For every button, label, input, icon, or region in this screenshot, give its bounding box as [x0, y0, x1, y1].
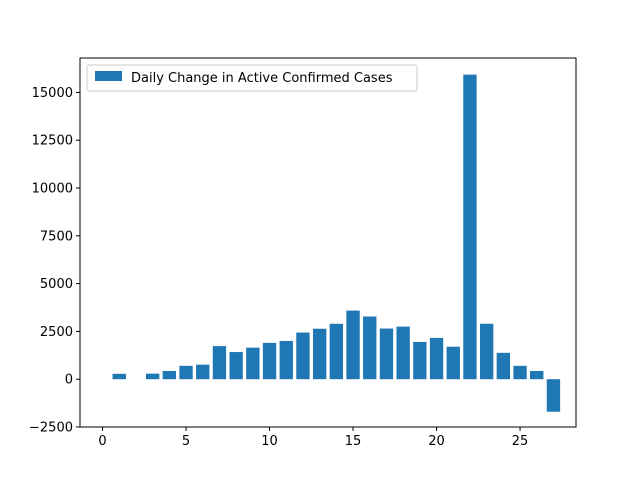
legend-box	[86, 64, 418, 92]
y-tick-label: 12500	[32, 134, 73, 149]
bar-x-8	[229, 352, 243, 380]
x-tick-label: 0	[98, 434, 106, 449]
bar-x-18	[396, 326, 410, 380]
y-tick-label: 2500	[40, 325, 73, 340]
y-axis: −2500 0 2500 5000 7500 10000 12500 15000	[29, 86, 80, 436]
bar-x-9	[246, 347, 260, 380]
y-tick-label: 7500	[40, 229, 73, 244]
bar-x-17	[379, 328, 394, 380]
bar-x-21	[446, 346, 460, 380]
bar-x-23	[479, 323, 494, 380]
bar-x-24	[496, 352, 511, 380]
bar-x-20	[429, 337, 444, 380]
bar-x-26	[530, 370, 544, 380]
legend: Daily Change in Active Confirmed Cases	[86, 64, 418, 92]
y-tick-label: 5000	[40, 277, 73, 292]
bar-x-5	[179, 365, 193, 380]
bar-x-1	[112, 373, 126, 380]
y-tick-label: −2500	[29, 421, 73, 436]
axes-frame	[79, 57, 577, 428]
bar-x-7	[212, 346, 227, 380]
bar-x-4	[162, 370, 177, 380]
bar-x-13	[312, 328, 327, 380]
bar-x-22	[463, 74, 477, 380]
x-tick-label: 25	[512, 434, 529, 449]
x-axis: 0 5 10 15 20 25	[98, 427, 528, 449]
bar-x-10	[262, 342, 277, 380]
x-tick-label: 10	[261, 434, 278, 449]
bars-layer	[112, 74, 561, 412]
y-tick-label: 0	[65, 373, 73, 388]
bar-x-11	[279, 340, 293, 380]
bar-x-25	[513, 365, 527, 380]
bar-x-16	[363, 316, 377, 380]
bar-x-15	[346, 310, 360, 380]
y-tick-label: 15000	[32, 86, 73, 101]
bar-x-14	[329, 323, 344, 380]
bar-x-12	[296, 332, 310, 380]
bar-x-3	[145, 373, 160, 380]
bar-x-27	[546, 379, 561, 412]
y-tick-label: 10000	[32, 182, 73, 197]
legend-swatch	[95, 71, 122, 81]
x-tick-label: 5	[182, 434, 190, 449]
x-tick-label: 15	[345, 434, 362, 449]
legend-label: Daily Change in Active Confirmed Cases	[131, 71, 393, 86]
x-tick-label: 20	[428, 434, 445, 449]
bar-x-6	[196, 364, 210, 380]
bar-x-19	[413, 341, 427, 380]
